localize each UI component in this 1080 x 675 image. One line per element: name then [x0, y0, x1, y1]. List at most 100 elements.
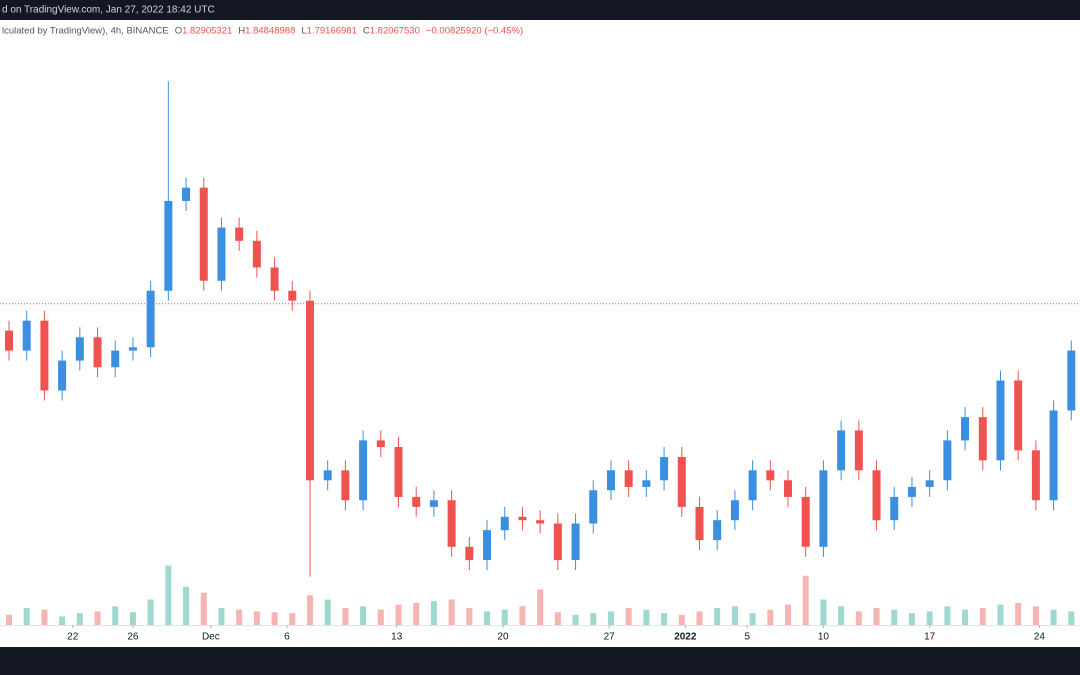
- candle-body: [713, 520, 722, 541]
- volume-bar: [714, 608, 721, 625]
- volume-bar: [501, 609, 508, 625]
- candle-body: [943, 440, 952, 481]
- volume-bar: [484, 611, 491, 625]
- x-tick-label: 5: [745, 632, 751, 643]
- volume-bar: [625, 608, 632, 625]
- volume-bar: [306, 595, 313, 625]
- volume-bar: [253, 611, 260, 625]
- legend-key: O: [175, 26, 182, 37]
- candle-body: [483, 530, 492, 561]
- top-bar: [0, 0, 1080, 20]
- candle-body: [925, 480, 934, 487]
- candle-body: [111, 350, 120, 368]
- volume-bar: [360, 606, 367, 625]
- x-tick-label: 20: [497, 632, 509, 643]
- candle-body: [907, 486, 916, 497]
- volume-bar: [430, 601, 437, 625]
- volume-bar: [342, 608, 349, 625]
- x-tick-label: 27: [604, 632, 616, 643]
- candle-body: [819, 470, 828, 547]
- candle-body: [606, 470, 615, 491]
- volume-bar: [767, 609, 774, 625]
- volume-bar: [607, 611, 614, 625]
- volume-bar: [820, 599, 827, 625]
- volume-bar: [643, 609, 650, 625]
- candle-body: [341, 470, 350, 501]
- candle-body: [270, 267, 279, 291]
- volume-bar: [6, 614, 12, 625]
- candle-body: [890, 496, 899, 521]
- volume-bar: [112, 606, 119, 625]
- volume-bar: [324, 599, 331, 625]
- candle-body: [93, 337, 102, 368]
- volume-bar: [218, 608, 225, 625]
- candle-body: [660, 457, 669, 481]
- candle-body: [1067, 350, 1076, 411]
- candle-body: [288, 290, 297, 301]
- candle-body: [571, 523, 580, 561]
- x-tick-label: Dec: [202, 632, 220, 643]
- volume-bar: [997, 604, 1004, 625]
- candle-body: [447, 500, 456, 547]
- legend-value: 1.82067530: [370, 26, 420, 37]
- legend-key: L: [301, 26, 306, 37]
- bottom-bar: [0, 647, 1080, 675]
- volume-bar: [147, 599, 154, 625]
- candle-body: [589, 490, 598, 524]
- volume-bar: [731, 606, 738, 625]
- volume-bar: [696, 611, 703, 625]
- x-tick-label: 17: [924, 632, 936, 643]
- volume-bar: [183, 586, 190, 625]
- volume-bar: [165, 565, 172, 625]
- candle-body: [376, 440, 385, 448]
- legend-value: 1.82905321: [182, 26, 232, 37]
- candle-body: [199, 187, 208, 281]
- candle-body: [146, 290, 155, 348]
- candle-body: [837, 430, 846, 471]
- legend-value: 1.79166981: [307, 26, 357, 37]
- x-tick-label: 10: [818, 632, 830, 643]
- candle-body: [58, 360, 67, 391]
- volume-bar: [76, 613, 83, 625]
- volume-bar: [395, 604, 402, 625]
- volume-bar: [200, 592, 207, 625]
- volume-bar: [94, 611, 101, 625]
- candle-body: [1031, 450, 1040, 501]
- candle-body: [359, 440, 368, 501]
- candle-body: [553, 523, 562, 561]
- candle-body: [624, 470, 633, 487]
- candle-body: [996, 380, 1005, 461]
- x-tick-label: 13: [391, 632, 403, 643]
- legend-change: −0.00825920 (−0.45%): [426, 26, 523, 37]
- candle-body: [22, 320, 31, 351]
- volume-bar: [572, 614, 579, 625]
- candle-body: [182, 187, 191, 201]
- volume-bar: [926, 611, 933, 625]
- volume-bar: [749, 613, 756, 625]
- candle-body: [784, 480, 793, 497]
- candle-body: [536, 520, 545, 524]
- candle-body: [518, 516, 527, 521]
- legend-key: H: [238, 26, 245, 37]
- candle-body: [695, 506, 704, 541]
- candle-body: [677, 457, 686, 507]
- candle-body: [465, 546, 474, 561]
- candle-body: [801, 496, 810, 547]
- volume-bar: [448, 599, 455, 625]
- volume-bar: [908, 613, 915, 625]
- candle-body: [217, 227, 226, 281]
- legend-key: C: [363, 26, 370, 37]
- candle-body: [748, 470, 757, 501]
- volume-bar: [979, 608, 986, 625]
- candle-body: [75, 337, 84, 361]
- candle-body: [429, 500, 438, 507]
- x-tick-label: 22: [67, 632, 79, 643]
- legend-value: 1.84848988: [245, 26, 295, 37]
- candle-body: [164, 200, 173, 291]
- candle-body: [1049, 410, 1058, 501]
- volume-bar: [962, 609, 969, 625]
- candle-body: [252, 240, 261, 268]
- candle-body: [642, 480, 651, 487]
